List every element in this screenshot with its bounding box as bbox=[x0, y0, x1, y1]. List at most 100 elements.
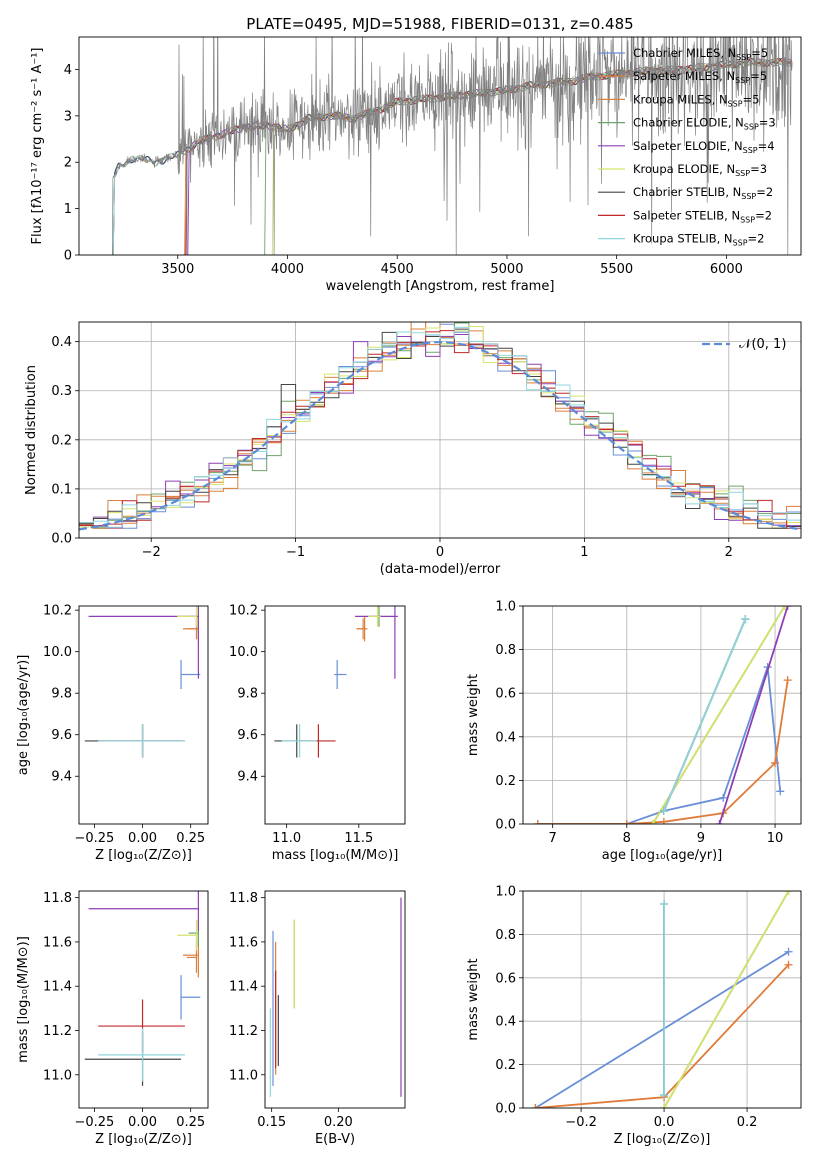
age_vs_Z-ytick-label: 10.0 bbox=[43, 645, 72, 660]
weight_vs_Z-series-0 bbox=[534, 951, 790, 1108]
weight_vs_age-series-4 bbox=[718, 606, 789, 824]
age_vs_Z-plot-area bbox=[84, 606, 201, 758]
residuals-ytick-label: 0.4 bbox=[51, 335, 72, 350]
weight_vs_Z-marker bbox=[784, 947, 793, 956]
mass_vs_Z-ytick-label: 11.8 bbox=[43, 891, 72, 906]
mass_vs_ebv-ytick-label: 11.0 bbox=[229, 1068, 258, 1083]
mass_vs_Z-xtick-label: −0.25 bbox=[74, 1115, 114, 1130]
mass_vs_Z-plot-area bbox=[84, 891, 201, 1086]
weight_vs_age-marker bbox=[659, 817, 668, 824]
mass_vs_Z-xtick-label: 0.00 bbox=[128, 1115, 157, 1130]
residuals-xtick-label: 2 bbox=[725, 545, 733, 560]
weight_vs_Z-ytick-label: 0.4 bbox=[495, 1015, 516, 1030]
weight_vs_age-marker bbox=[622, 820, 631, 824]
weight_vs_Z-marker bbox=[784, 891, 793, 895]
age_vs_Z-xtick-label: 0.25 bbox=[176, 831, 205, 846]
legend-label: Kroupa ELODIE, NSSP=3 bbox=[633, 162, 767, 178]
mass_vs_ebv-ytick-label: 11.2 bbox=[229, 1024, 258, 1039]
weight_vs_age-xtick-label: 8 bbox=[623, 831, 631, 846]
weight_vs_age-xtick-label: 7 bbox=[549, 831, 557, 846]
spectrum-plot-area bbox=[111, 37, 793, 255]
spectrum-data bbox=[111, 37, 793, 255]
legend-label: Salpeter MILES, NSSP=5 bbox=[633, 69, 767, 85]
weight_vs_Z-marker bbox=[660, 1090, 669, 1099]
age_vs_mass-xtick-label: 11.0 bbox=[272, 831, 301, 846]
residuals-ytick-label: 0.3 bbox=[51, 384, 72, 399]
gaussian-legend-label: 𝒩(0, 1) bbox=[739, 337, 786, 352]
residuals-plot-area bbox=[79, 322, 801, 538]
weight_vs_age-ytick-label: 0.4 bbox=[495, 730, 516, 745]
mass_vs_Z-xlabel: Z [log₁₀(Z/Z⊙)] bbox=[95, 1132, 192, 1147]
weight_vs_Z-series-1 bbox=[535, 964, 790, 1108]
age_vs_mass-plot-area bbox=[274, 606, 398, 758]
weight_vs_age-marker bbox=[648, 820, 657, 824]
weight_vs_Z-xtick-label: 0.2 bbox=[737, 1115, 758, 1130]
age_vs_mass-xlabel: mass [log₁₀(M/M⊙)] bbox=[272, 848, 399, 863]
weight_vs_Z-axes: −0.2 0.0 0.2 0.0 0.2 0.4 0.6 0.8 1.0 Z [log₁₀(Z/Z… bbox=[466, 885, 802, 1147]
weight_vs_Z-marker bbox=[660, 900, 669, 909]
weight_vs_age-marker bbox=[780, 606, 789, 610]
age_vs_Z-ytick-label: 9.8 bbox=[51, 687, 72, 702]
mass_vs_ebv-axes: 0.15 0.20 11.0 11.2 11.4 11.6 11.8 E(B-V) bbox=[229, 890, 406, 1147]
legend-label: Kroupa STELIB, NSSP=2 bbox=[633, 232, 764, 248]
gaussian-curve bbox=[79, 341, 799, 531]
weight_vs_Z-series-5 bbox=[663, 891, 790, 1108]
weight_vs_Z-ytick-label: 0.0 bbox=[495, 1102, 516, 1117]
spectrum-xtick-label: 3500 bbox=[161, 262, 194, 277]
weight_vs_age-axes: 7 8 9 10 0.0 0.2 0.4 0.6 0.8 1.0 age [log₁₀(age/yr… bbox=[466, 600, 802, 863]
spectrum-ytick-label: 2 bbox=[64, 156, 72, 171]
spectrum-ylabel: Flux [fλ10⁻¹⁷ erg cm⁻² s⁻¹ A⁻¹] bbox=[30, 48, 45, 245]
age_vs_mass-xtick-label: 11.5 bbox=[344, 831, 373, 846]
weight_vs_age-marker bbox=[776, 787, 785, 796]
weight_vs_age-ytick-label: 0.2 bbox=[495, 774, 516, 789]
age_vs_Z-ytick-label: 10.2 bbox=[43, 604, 72, 619]
legend-label: Chabrier MILES, NSSP=5 bbox=[633, 46, 768, 62]
mass_vs_ebv-xlabel: E(B-V) bbox=[315, 1132, 355, 1147]
weight_vs_age-plot-area bbox=[523, 606, 801, 824]
spectrum-xtick-label: 5500 bbox=[600, 262, 633, 277]
weight_vs_Z-marker bbox=[784, 960, 793, 969]
age_vs_mass-ytick-label: 9.8 bbox=[237, 687, 258, 702]
weight_vs_age-series-8 bbox=[663, 618, 747, 812]
weight_vs_age-series-0 bbox=[537, 666, 782, 824]
mass_vs_Z-frame bbox=[78, 890, 209, 1109]
legend-label: Salpeter STELIB, NSSP=2 bbox=[633, 208, 772, 224]
weight_vs_Z-ytick-label: 1.0 bbox=[495, 885, 516, 900]
spectrum-frame bbox=[78, 36, 802, 256]
mass_vs_Z-ylabel: mass [log₁₀(M/M⊙)] bbox=[16, 936, 31, 1063]
residuals-xlabel: (data-model)/error bbox=[380, 562, 501, 577]
weight_vs_age-ytick-label: 0.0 bbox=[495, 818, 516, 833]
spectrum-xtick-label: 4000 bbox=[271, 262, 304, 277]
weight_vs_age-frame bbox=[522, 605, 802, 825]
residuals-axes: −2 −1 0 1 2 0.0 0.1 0.2 0.3 0.4 (data-model)/error… bbox=[24, 321, 802, 577]
legend-label: Chabrier STELIB, NSSP=2 bbox=[633, 185, 773, 201]
spectrum-xlabel: wavelength [Angstrom, rest frame] bbox=[326, 279, 555, 294]
residuals-ytick-label: 0.2 bbox=[51, 433, 72, 448]
age_vs_Z-xlabel: Z [log₁₀(Z/Z⊙)] bbox=[95, 848, 192, 863]
spectrum-legend: Chabrier MILES, NSSP=5 Salpeter MILES, NS… bbox=[598, 46, 776, 248]
weight_vs_Z-xtick-label: −0.2 bbox=[565, 1115, 597, 1130]
mass_vs_Z-ytick-label: 11.0 bbox=[43, 1068, 72, 1083]
spectrum-ytick-label: 4 bbox=[64, 63, 72, 78]
mass_vs_Z-ytick-label: 11.2 bbox=[43, 1024, 72, 1039]
histogram-step-7 bbox=[79, 330, 801, 529]
mass_vs_ebv-xtick-label: 0.20 bbox=[324, 1115, 353, 1130]
weight_vs_age-ytick-label: 1.0 bbox=[495, 600, 516, 615]
spectrum-xtick-label: 5000 bbox=[490, 262, 523, 277]
weight_vs_Z-ytick-label: 0.6 bbox=[495, 971, 516, 986]
weight_vs_Z-marker bbox=[660, 1104, 669, 1108]
age_vs_mass-axes: 11.0 11.5 9.4 9.6 9.8 10.0 10.2 mass [log₁₀(M/M… bbox=[229, 604, 406, 863]
weight_vs_age-marker bbox=[715, 820, 724, 824]
weight_vs_Z-xlabel: Z [log₁₀(Z/Z⊙)] bbox=[614, 1132, 711, 1147]
legend-label: Salpeter ELODIE, NSSP=4 bbox=[633, 139, 775, 155]
weight_vs_age-ylabel: mass weight bbox=[466, 674, 481, 756]
weight_vs_age-xlabel: age [log₁₀(age/yr)] bbox=[602, 848, 723, 863]
residuals-ylabel: Normed distribution bbox=[24, 365, 39, 495]
age_vs_Z-ytick-label: 9.4 bbox=[51, 770, 72, 785]
weight_vs_Z-ylabel: mass weight bbox=[466, 958, 481, 1040]
weight_vs_age-series-1 bbox=[537, 679, 789, 824]
mass_vs_Z-xtick-label: 0.25 bbox=[176, 1115, 205, 1130]
mass_vs_Z-ytick-label: 11.6 bbox=[43, 935, 72, 950]
age_vs_Z-axes: −0.25 0.00 0.25 9.4 9.6 9.8 10.0 10.2 Z [log₁₀(Z… bbox=[16, 604, 209, 863]
